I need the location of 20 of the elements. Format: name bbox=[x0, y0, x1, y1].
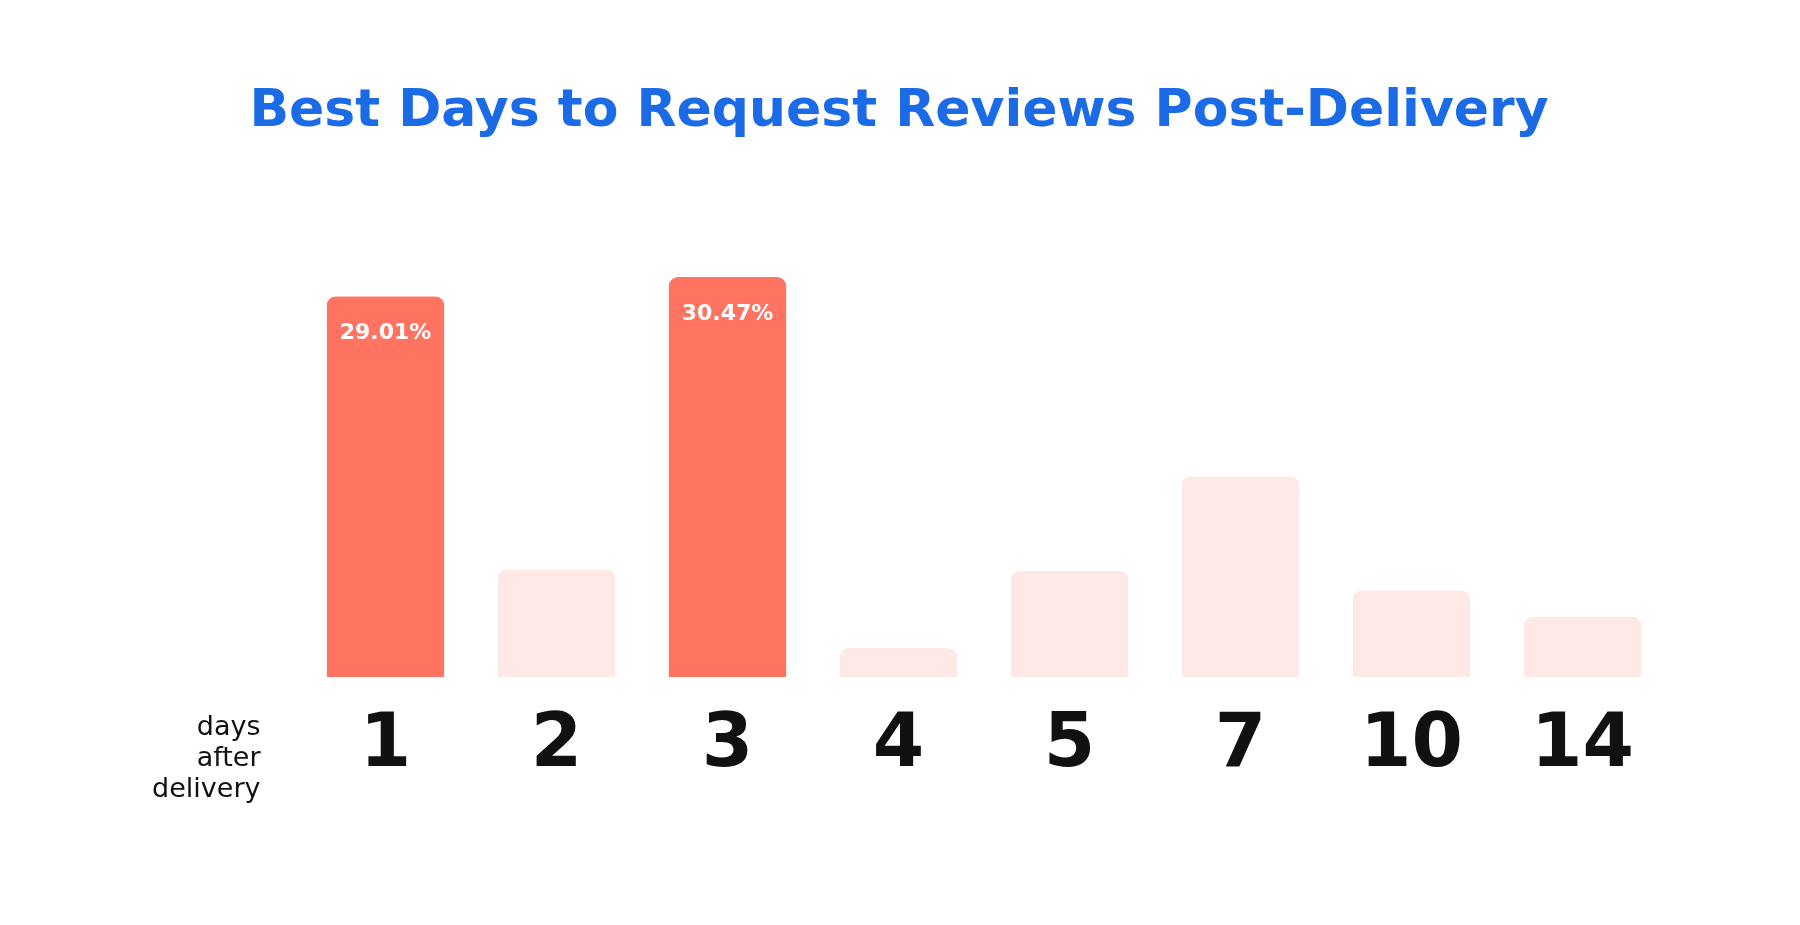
bar bbox=[1352, 590, 1471, 677]
x-tick-label: 10 bbox=[1360, 696, 1463, 783]
bar bbox=[326, 296, 445, 677]
chart-title: Best Days to Request Reviews Post-Delivery bbox=[249, 78, 1549, 138]
data-label: 29.01% bbox=[339, 319, 432, 345]
x-axis-title: days after delivery bbox=[152, 709, 262, 803]
x-tick-label: 3 bbox=[701, 696, 754, 783]
x-tick-label: 2 bbox=[530, 696, 583, 783]
bar bbox=[668, 277, 787, 677]
x-tick-label: 4 bbox=[872, 696, 925, 783]
bar bbox=[839, 648, 958, 677]
x-tick-label: 5 bbox=[1043, 696, 1096, 783]
bar bbox=[1523, 616, 1642, 677]
x-tick-label: 14 bbox=[1531, 696, 1634, 783]
data-label: 30.47% bbox=[681, 300, 774, 325]
x-tick-label: 7 bbox=[1214, 696, 1267, 783]
x-tick-label: 1 bbox=[359, 696, 412, 783]
bar bbox=[1010, 570, 1129, 677]
bar bbox=[1181, 476, 1300, 677]
bar bbox=[497, 569, 616, 677]
